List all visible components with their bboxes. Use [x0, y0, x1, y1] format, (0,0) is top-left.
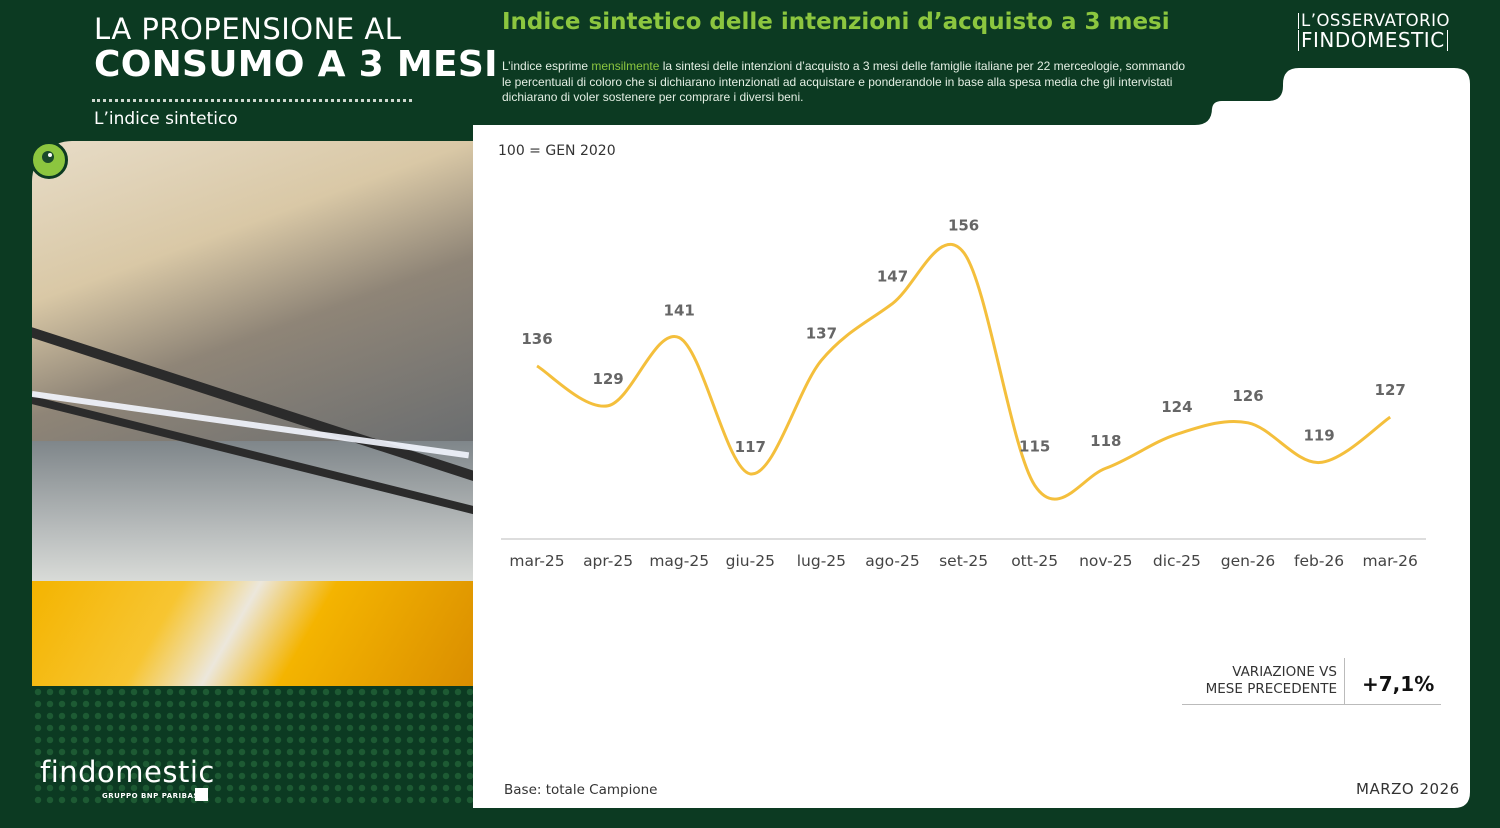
x-tick-label: mar-25	[509, 552, 564, 570]
x-tick-label: set-25	[939, 552, 988, 570]
x-tick-label: ott-25	[1011, 552, 1058, 570]
dotted-divider	[92, 99, 412, 106]
variation-value: +7,1%	[1362, 672, 1435, 696]
data-label: 156	[948, 216, 979, 234]
variation-label: VARIAZIONE VS MESE PRECEDENTE	[1205, 664, 1337, 697]
findomestic-logo: findomestic	[40, 755, 215, 789]
x-tick-label: giu-25	[726, 552, 775, 570]
escalator-photo	[32, 141, 473, 808]
logo-subtitle: GRUPPO BNP PARIBAS	[102, 792, 199, 800]
x-tick-label: mar-26	[1363, 552, 1418, 570]
chart-heading: Indice sintetico delle intenzioni d’acqu…	[502, 9, 1170, 35]
x-tick-label: feb-26	[1294, 552, 1344, 570]
x-tick-label: dic-25	[1153, 552, 1201, 570]
data-label: 115	[1019, 437, 1050, 455]
x-tick-label: mag-25	[649, 552, 709, 570]
base-note: Base: totale Campione	[504, 782, 658, 798]
page-title-line1: LA PROPENSIONE AL	[94, 12, 402, 46]
brand-line1: L’OSSERVATORIO	[1298, 12, 1450, 29]
x-tick-label: lug-25	[797, 552, 846, 570]
date-note: MARZO 2026	[1356, 780, 1460, 798]
data-label: 136	[521, 330, 552, 348]
variation-underline	[1182, 704, 1441, 705]
x-tick-label: apr-25	[583, 552, 633, 570]
data-label: 129	[592, 370, 623, 388]
variation-separator	[1344, 658, 1345, 704]
page-title-line2: CONSUMO A 3 MESI	[94, 44, 498, 85]
data-label: 119	[1303, 427, 1334, 445]
data-label: 124	[1161, 398, 1192, 416]
page-subtitle: L’indice sintetico	[94, 109, 238, 129]
chart-description: L’indice esprime mensilmente la sintesi …	[502, 59, 1186, 104]
description-highlight: mensilmente	[591, 59, 660, 73]
x-tick-label: ago-25	[865, 552, 919, 570]
data-label: 127	[1375, 381, 1406, 399]
data-label: 141	[664, 302, 695, 320]
x-tick-label: nov-25	[1079, 552, 1132, 570]
x-tick-label: gen-26	[1221, 552, 1276, 570]
data-label: 126	[1232, 387, 1263, 405]
bnp-icon	[195, 788, 208, 801]
reference-note: 100 = GEN 2020	[498, 143, 616, 159]
data-label: 118	[1090, 432, 1121, 450]
data-label: 137	[806, 324, 837, 342]
data-label: 147	[877, 268, 908, 286]
brand-line2: FINDOMESTIC	[1298, 30, 1448, 51]
series-line	[536, 242, 1392, 501]
data-label: 117	[735, 438, 766, 456]
eye-icon	[30, 141, 68, 179]
